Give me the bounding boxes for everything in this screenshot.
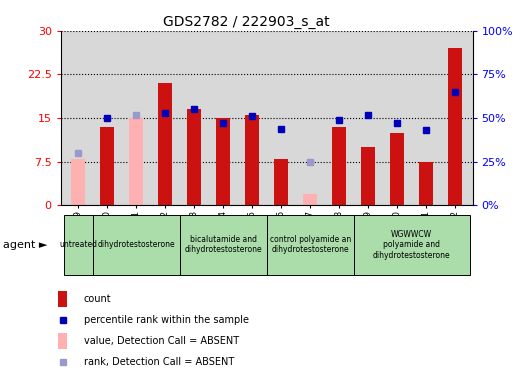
Bar: [267, 215, 354, 275]
Bar: [448, 48, 463, 205]
Bar: [58, 333, 67, 349]
Bar: [180, 215, 267, 275]
Bar: [129, 118, 144, 205]
Bar: [361, 147, 375, 205]
Bar: [158, 83, 172, 205]
Bar: [92, 215, 180, 275]
Bar: [274, 159, 288, 205]
Text: untreated: untreated: [59, 240, 97, 249]
Bar: [354, 215, 470, 275]
Bar: [216, 118, 230, 205]
Bar: [58, 291, 67, 306]
Text: control polyamide an
dihydrotestosterone: control polyamide an dihydrotestosterone: [269, 235, 351, 255]
Bar: [100, 127, 115, 205]
Text: value, Detection Call = ABSENT: value, Detection Call = ABSENT: [84, 336, 239, 346]
Bar: [187, 109, 201, 205]
Bar: [63, 215, 92, 275]
Bar: [303, 194, 317, 205]
Bar: [71, 159, 86, 205]
Bar: [332, 127, 346, 205]
Text: dihydrotestosterone: dihydrotestosterone: [97, 240, 175, 249]
Text: agent ►: agent ►: [3, 240, 47, 250]
Bar: [419, 162, 433, 205]
Bar: [390, 132, 404, 205]
Text: GDS2782 / 222903_s_at: GDS2782 / 222903_s_at: [163, 15, 329, 29]
Bar: [245, 115, 259, 205]
Text: bicalutamide and
dihydrotestosterone: bicalutamide and dihydrotestosterone: [184, 235, 262, 255]
Text: count: count: [84, 294, 111, 304]
Text: rank, Detection Call = ABSENT: rank, Detection Call = ABSENT: [84, 357, 234, 367]
Text: WGWWCW
polyamide and
dihydrotestosterone: WGWWCW polyamide and dihydrotestosterone: [373, 230, 450, 260]
Text: percentile rank within the sample: percentile rank within the sample: [84, 315, 249, 325]
